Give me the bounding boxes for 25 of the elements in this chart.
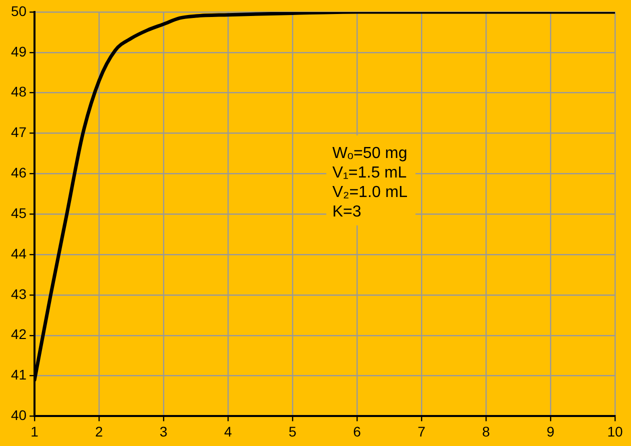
x-tick-label: 1: [30, 423, 39, 440]
annotation: Wₒ=50 mg: [332, 144, 408, 162]
x-tick-label: 8: [482, 423, 490, 440]
x-tick-label: 7: [418, 423, 426, 440]
y-tick-label: 46: [10, 164, 27, 181]
x-tick-label: 5: [288, 423, 297, 440]
y-tick-label: 50: [10, 2, 27, 19]
x-tick-label: 3: [160, 423, 168, 440]
y-tick-label: 40: [10, 407, 27, 424]
y-tick-label: 47: [10, 124, 27, 140]
x-tick-label: 6: [353, 423, 362, 440]
annotation: K=3: [332, 203, 362, 220]
x-tick-label: 10: [607, 423, 623, 440]
annotation: V₂=1.0 mL: [332, 184, 408, 201]
y-tick-label: 41: [10, 366, 27, 383]
y-tick-label: 49: [10, 43, 27, 60]
y-tick-label: 43: [10, 286, 27, 302]
y-tick-label: 44: [10, 245, 27, 262]
y-tick-label: 48: [10, 84, 27, 100]
y-tick-label: 45: [10, 204, 27, 221]
x-tick-label: 9: [546, 423, 555, 440]
y-tick-label: 42: [10, 326, 27, 342]
x-tick-label: 2: [95, 423, 104, 440]
x-tick-label: 4: [224, 423, 232, 440]
annotation: V₁=1.5 mL: [332, 164, 407, 182]
